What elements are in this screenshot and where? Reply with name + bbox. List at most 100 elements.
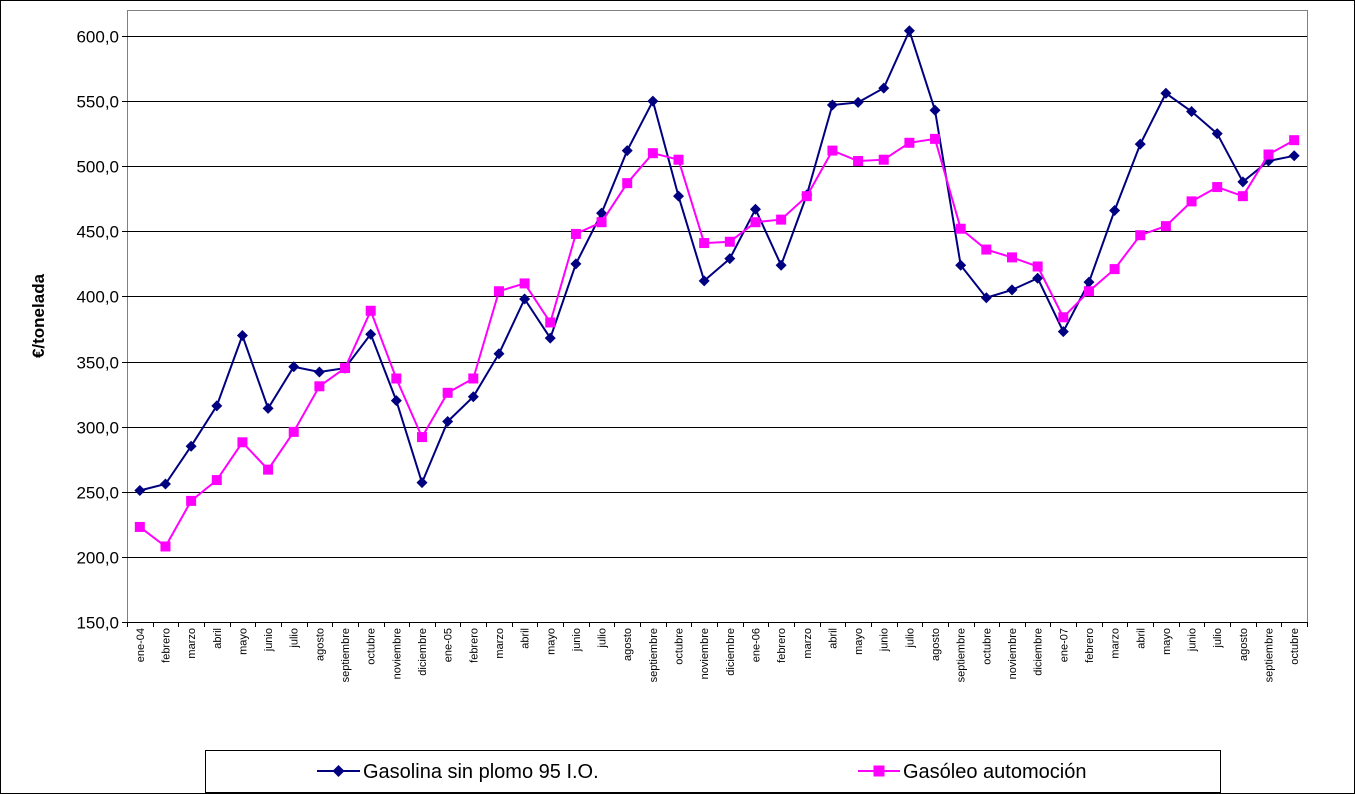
legend-label-gasoleo: Gasóleo automoción xyxy=(903,761,1086,783)
x-tick-label: ene-05 xyxy=(443,628,455,662)
y-tick-label: 300,0 xyxy=(76,419,119,438)
x-tick-label: marzo xyxy=(494,628,506,659)
x-tick-label: septiembre xyxy=(956,628,968,682)
data-point xyxy=(365,328,377,340)
x-tick-label: agosto xyxy=(314,628,326,661)
data-point xyxy=(467,391,479,403)
x-tick-label: noviembre xyxy=(1007,628,1019,679)
x-tick-label: julio xyxy=(904,628,916,649)
data-point xyxy=(647,148,658,159)
data-point xyxy=(1237,191,1248,202)
data-point xyxy=(647,95,659,107)
y-tick-label: 200,0 xyxy=(76,549,119,568)
data-point xyxy=(237,437,248,448)
x-tick-label: mayo xyxy=(853,628,865,655)
x-tick-label: octubre xyxy=(1289,628,1301,665)
data-point xyxy=(776,214,787,225)
data-point xyxy=(1160,221,1171,232)
data-point xyxy=(263,464,274,475)
data-point xyxy=(416,477,428,489)
data-point xyxy=(981,244,992,255)
data-point xyxy=(314,381,325,392)
x-tick-label: marzo xyxy=(802,628,814,659)
data-point xyxy=(1109,264,1120,275)
y-tick-label: 400,0 xyxy=(76,288,119,307)
data-point xyxy=(544,332,556,344)
legend-item-gasoleo: Gasóleo automoción xyxy=(858,761,1086,783)
y-tick-label: 500,0 xyxy=(76,158,119,177)
data-point xyxy=(1032,261,1043,272)
x-tick-label: septiembre xyxy=(1264,628,1276,682)
x-tick-label: ene-06 xyxy=(750,628,762,662)
data-point xyxy=(801,191,812,202)
x-tick-label: febrero xyxy=(1084,628,1096,663)
x-tick-label: octubre xyxy=(366,628,378,665)
x-tick-label: septiembre xyxy=(648,628,660,682)
x-tick-label: agosto xyxy=(622,628,634,661)
data-point xyxy=(340,363,351,374)
data-point xyxy=(236,330,248,342)
data-point xyxy=(570,258,582,270)
data-point xyxy=(724,236,735,247)
data-point xyxy=(826,99,838,111)
data-point xyxy=(1212,182,1223,193)
data-point xyxy=(570,228,581,239)
data-point xyxy=(288,426,299,437)
data-point xyxy=(903,25,915,37)
data-point xyxy=(160,541,171,552)
x-tick-label: abril xyxy=(827,628,839,649)
data-point xyxy=(904,137,915,148)
data-point xyxy=(493,348,505,360)
data-point xyxy=(621,145,633,157)
x-tick-label: julio xyxy=(597,628,609,649)
legend-item-gasolina: Gasolina sin plomo 95 I.O. xyxy=(317,761,599,783)
series-line xyxy=(139,137,1295,548)
y-tick-label: 450,0 xyxy=(76,223,119,242)
x-tick-label: febrero xyxy=(776,628,788,663)
x-tick-label: octubre xyxy=(981,628,993,665)
x-tick-label: junio xyxy=(263,628,275,652)
data-point xyxy=(519,278,530,289)
x-tick-label: noviembre xyxy=(391,628,403,679)
y-tick-label: 550,0 xyxy=(76,93,119,112)
x-tick-label: marzo xyxy=(1110,628,1122,659)
x-tick-label: marzo xyxy=(186,628,198,659)
x-tick-label: mayo xyxy=(545,628,557,655)
x-tick-label: septiembre xyxy=(340,628,352,682)
y-tick-label: 250,0 xyxy=(76,484,119,503)
data-point xyxy=(955,223,966,234)
data-point xyxy=(930,133,941,144)
series-layer xyxy=(134,25,1300,552)
data-point xyxy=(417,432,427,443)
data-point xyxy=(1134,138,1146,150)
data-point xyxy=(1057,326,1069,338)
data-point xyxy=(955,259,967,271)
x-tick-label: febrero xyxy=(468,628,480,663)
data-point xyxy=(1032,272,1044,284)
data-point xyxy=(134,521,145,532)
data-point xyxy=(1058,312,1069,323)
series-gasolina xyxy=(134,25,1300,496)
data-point xyxy=(980,292,992,304)
data-point xyxy=(1186,106,1198,118)
data-point xyxy=(468,373,479,384)
data-point xyxy=(750,217,761,228)
data-point xyxy=(827,145,838,156)
legend-marker-diamond xyxy=(332,765,345,777)
data-point xyxy=(878,82,890,94)
gridlines xyxy=(127,36,1307,558)
plot-area xyxy=(127,10,1308,623)
x-tick-label: diciembre xyxy=(1033,628,1045,676)
x-tick-label: julio xyxy=(289,628,301,649)
data-point xyxy=(673,190,685,202)
data-point xyxy=(929,104,941,116)
data-point xyxy=(852,96,864,108)
data-point xyxy=(1109,204,1121,216)
data-point xyxy=(186,495,197,506)
data-point xyxy=(313,366,325,378)
x-tick-label: agosto xyxy=(930,628,942,661)
data-point xyxy=(775,259,787,271)
data-point xyxy=(596,217,607,228)
